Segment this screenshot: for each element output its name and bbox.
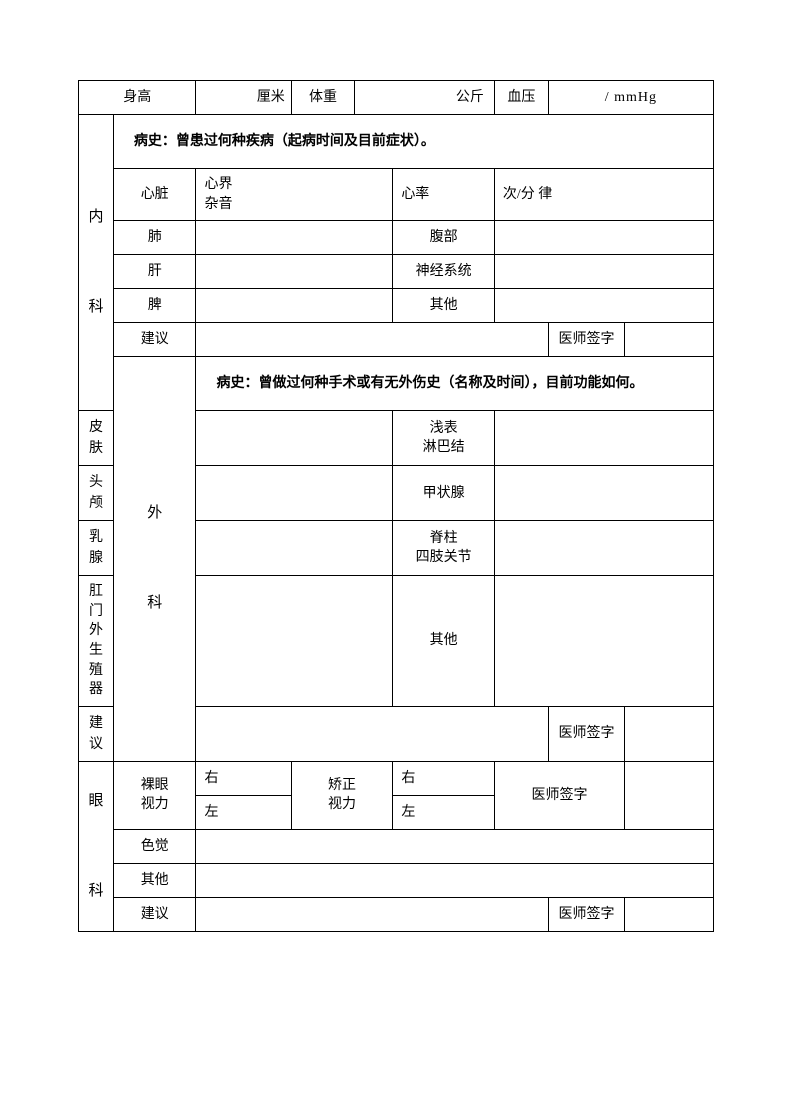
lymph-label: 浅表 淋巴结: [393, 411, 495, 466]
spleen-label: 脾: [113, 289, 196, 323]
surgical-history: 病史：曾做过何种手术或有无外伤史（名称及时间），目前功能如何。: [196, 357, 714, 411]
skin-value: [196, 411, 393, 466]
heart-rate-label: 心率: [393, 169, 495, 221]
eye-signature-label: 医师签字: [494, 761, 624, 829]
heart-detail: 心界 杂音: [196, 169, 393, 221]
naked-right-label: 右: [196, 761, 291, 795]
weight-label: 体重: [291, 81, 355, 115]
liver-label: 肝: [113, 255, 196, 289]
corrected-vision-label: 矫正 视力: [291, 761, 393, 829]
eye-suggestion-label: 建议: [113, 897, 196, 931]
surgical-section: 外 科: [113, 357, 196, 762]
liver-value: [196, 255, 393, 289]
internal-suggestion-label: 建议: [113, 323, 196, 357]
height-unit: 厘米: [196, 81, 291, 115]
heart-label: 心脏: [113, 169, 196, 221]
internal-other-value: [494, 289, 713, 323]
lung-label: 肺: [113, 221, 196, 255]
anus-value: [196, 576, 393, 707]
naked-vision-label: 裸眼 视力: [113, 761, 196, 829]
anus-label: 肛门 外生殖器: [79, 576, 114, 707]
abdomen-label: 腹部: [393, 221, 495, 255]
abdomen-value: [494, 221, 713, 255]
color-value: [196, 829, 713, 863]
breast-label: 乳腺: [79, 521, 114, 576]
nervous-value: [494, 255, 713, 289]
height-label: 身高: [79, 81, 196, 115]
bp-label: 血压: [494, 81, 548, 115]
surgical-signature-label: 医师签字: [548, 706, 624, 761]
eye-signature2-label: 医师签字: [548, 897, 624, 931]
surgical-suggestion-label: 建议: [79, 706, 114, 761]
internal-section: 内 科: [79, 115, 114, 411]
spleen-value: [196, 289, 393, 323]
color-label: 色觉: [113, 829, 196, 863]
head-value: [196, 466, 393, 521]
lung-value: [196, 221, 393, 255]
corrected-left-label: 左: [393, 795, 495, 829]
naked-left-label: 左: [196, 795, 291, 829]
skin-label: 皮肤: [79, 411, 114, 466]
surgical-other-label: 其他: [393, 576, 495, 707]
eye-suggestion-value: [196, 897, 548, 931]
breast-value: [196, 521, 393, 576]
weight-unit: 公斤: [355, 81, 495, 115]
head-label: 头颅: [79, 466, 114, 521]
surgical-signature-value: [625, 706, 714, 761]
internal-suggestion-value: [196, 323, 548, 357]
internal-signature-label: 医师签字: [548, 323, 624, 357]
corrected-right-label: 右: [393, 761, 495, 795]
nervous-label: 神经系统: [393, 255, 495, 289]
medical-exam-table: 身高 厘米 体重 公斤 血压 / mmHg 内 科 病史：曾患过何种疾病（起病时…: [78, 80, 714, 932]
heart-rate-value: 次/分 律: [494, 169, 713, 221]
eye-signature2-value: [625, 897, 714, 931]
eye-other-label: 其他: [113, 863, 196, 897]
thyroid-value: [494, 466, 713, 521]
eye-signature-value: [625, 761, 714, 829]
lymph-value: [494, 411, 713, 466]
eye-section: 眼 科: [79, 761, 114, 931]
spine-value: [494, 521, 713, 576]
surgical-suggestion-value: [196, 706, 548, 761]
eye-other-value: [196, 863, 713, 897]
internal-history: 病史：曾患过何种疾病（起病时间及目前症状）。: [113, 115, 713, 169]
bp-value: / mmHg: [548, 81, 713, 115]
internal-signature-value: [625, 323, 714, 357]
internal-other-label: 其他: [393, 289, 495, 323]
spine-label: 脊柱 四肢关节: [393, 521, 495, 576]
surgical-other-value: [494, 576, 713, 707]
thyroid-label: 甲状腺: [393, 466, 495, 521]
